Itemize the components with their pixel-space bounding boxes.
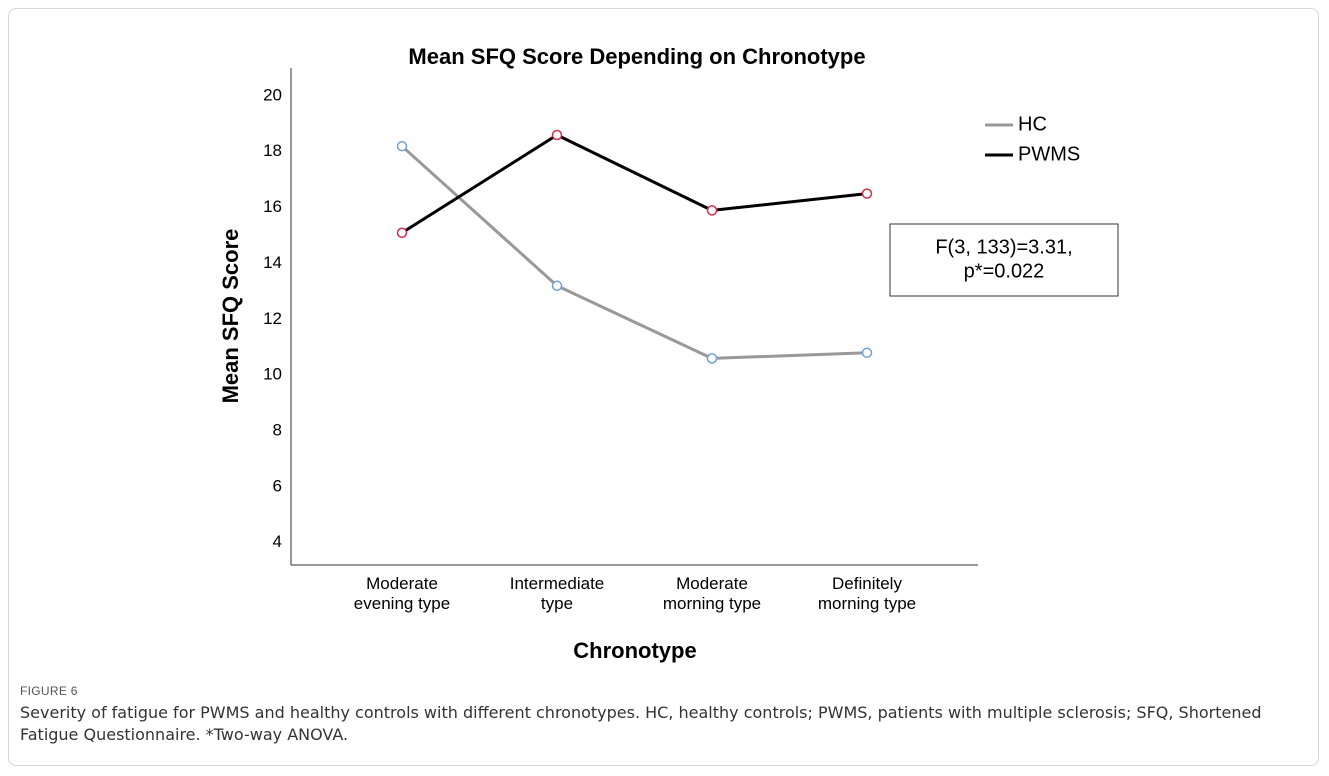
legend-label: PWMS [1018, 143, 1080, 165]
x-tick-label: Intermediate type [509, 574, 605, 613]
series-line [400, 145, 868, 360]
caption-label: FIGURE 6 [20, 684, 78, 698]
chart: Mean SFQ Score Depending on Chronotype M… [218, 44, 1119, 663]
data-point [551, 129, 563, 141]
y-tick-label: 14 [263, 253, 282, 272]
annotation-box [889, 223, 1119, 297]
data-point [706, 353, 718, 364]
x-axis-label: Chronotype [573, 638, 696, 663]
y-tick-label: 10 [263, 365, 282, 384]
figure-frame [8, 8, 1319, 766]
y-tick-label: 20 [263, 85, 282, 104]
chart-title: Mean SFQ Score Depending on Chronotype [408, 44, 865, 69]
x-tick-label: Moderate evening type [353, 574, 451, 613]
data-point [861, 347, 873, 359]
series-line [401, 133, 868, 235]
x-tick-label: Definitely morning type [817, 574, 917, 613]
y-tick-label: 18 [263, 141, 282, 160]
annotation: F(3, 133)=3.31, [935, 236, 1072, 258]
y-axis-label: Mean SFQ Score [218, 229, 243, 404]
caption-text: Severity of fatigue for PWMS and healthy… [20, 703, 1262, 744]
data-point [706, 205, 718, 216]
y-tick-label: 4 [273, 532, 282, 551]
data-point [396, 227, 408, 238]
annotation: p*=0.022 [964, 260, 1045, 282]
x-tick-label: Moderate morning type [662, 574, 762, 613]
y-tick-label: 6 [273, 476, 282, 495]
y-tick-label: 12 [263, 309, 282, 328]
data-point [861, 188, 873, 199]
legend-label: HC [1018, 113, 1047, 135]
y-tick-label: 8 [273, 420, 282, 439]
data-point [551, 280, 563, 292]
y-tick-label: 16 [263, 197, 282, 216]
data-point [396, 140, 408, 152]
